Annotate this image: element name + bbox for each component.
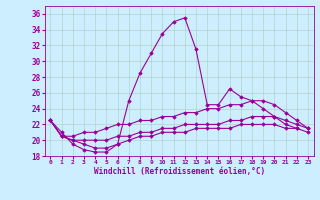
X-axis label: Windchill (Refroidissement éolien,°C): Windchill (Refroidissement éolien,°C) xyxy=(94,167,265,176)
